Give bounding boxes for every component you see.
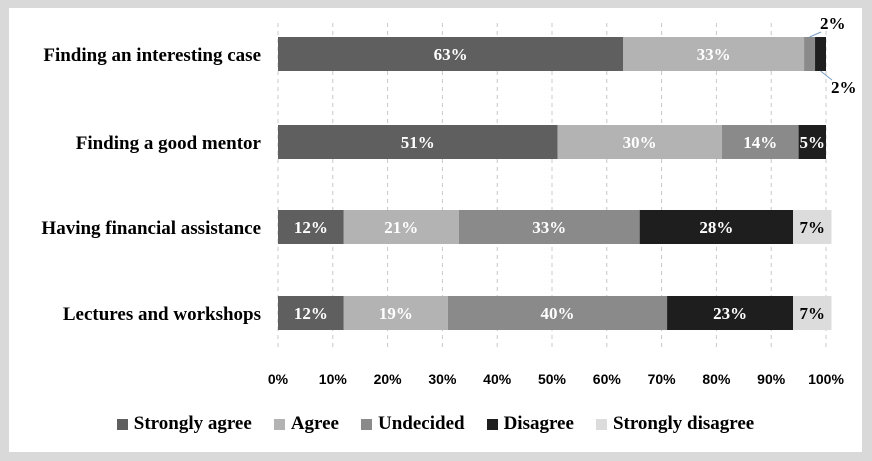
legend-swatch [595,418,607,430]
legend-label: Strongly disagree [612,413,755,434]
data-label: 12% [294,218,328,237]
x-tick-label: 50% [538,371,567,387]
legend-item: Strongly agree [116,413,252,435]
data-label: 51% [401,133,435,152]
x-tick-label: 70% [648,371,677,387]
x-tick-label: 20% [374,371,403,387]
data-label: 2% [820,14,846,33]
data-label: 30% [623,133,657,152]
bar-segment [278,210,344,244]
bar-segment [343,296,448,330]
legend-item: Agree [273,413,339,435]
x-tick-label: 40% [483,371,512,387]
bar-segment [815,37,826,71]
bar-segment [557,125,722,159]
data-label: 63% [434,45,468,64]
data-label: 7% [800,218,826,237]
data-label: 12% [294,304,328,323]
x-axis-ticks: 0% 10% 20% 30% 40% 50% 60% 70% 80% 90% 100% [268,371,845,387]
data-label: 14% [743,133,777,152]
bar-segment [447,296,668,330]
x-tick-label: 60% [593,371,622,387]
legend: Strongly agree Agree Undecided Disagree Stro… [9,413,862,435]
legend-item: Strongly disagree [595,413,755,435]
legend-label: Undecided [378,413,465,434]
data-label: 40% [540,304,574,323]
chart-frame: 63% 33% 2% 2% 51% 30% 14% 5% 12% 21% 33% 28% 7% 12% 19… [9,8,862,452]
x-tick-label: 10% [319,371,348,387]
category-label: Finding an interesting case [43,45,261,66]
legend-swatch [273,418,285,430]
legend-label: Disagree [503,413,574,434]
bar-segment [343,210,459,244]
data-label: 28% [699,218,733,237]
category-label: Having financial assistance [41,218,261,239]
legend-item: Disagree [486,413,574,435]
bar-segment [278,296,344,330]
category-labels: Finding an interesting case Finding a goo… [41,45,261,325]
data-label: 33% [697,45,731,64]
bar-segment [278,37,624,71]
legend-swatch [361,418,372,430]
data-label: 7% [800,304,826,323]
category-label: Lectures and workshops [63,304,261,325]
data-label: 19% [379,304,413,323]
stacked-bar-chart: 63% 33% 2% 2% 51% 30% 14% 5% 12% 21% 33% 28% 7% 12% 19… [41,14,857,387]
legend-swatch [486,418,498,430]
bar-segment [798,125,826,159]
bars [278,37,832,330]
data-labels: 63% 33% 2% 2% 51% 30% 14% 5% 12% 21% 33% 28% 7% 12% 19… [294,14,857,323]
bar-segment [804,37,816,71]
legend-item: Undecided [361,413,465,435]
category-label: Finding a good mentor [76,133,262,154]
legend-swatch [116,418,128,430]
bar-segment [793,210,832,244]
x-tick-label: 90% [757,371,786,387]
bar-segment [623,37,805,71]
x-tick-label: 30% [428,371,457,387]
bar-segment [458,210,640,244]
x-tick-label: 100% [808,371,844,387]
bar-segment [278,125,558,159]
bar-segment [667,296,794,330]
x-tick-label: 80% [702,371,731,387]
bar-segment [721,125,799,159]
leader-line [820,70,833,81]
data-label: 21% [384,218,418,237]
data-label: 33% [532,218,566,237]
leader-line [809,31,822,38]
data-label: 5% [800,133,826,152]
data-label: 2% [831,78,857,97]
bar-segment [793,296,832,330]
legend-label: Strongly agree [133,413,252,434]
x-tick-label: 0% [268,371,289,387]
data-label: 23% [713,304,747,323]
legend-label: Agree [290,413,339,434]
bar-segment [639,210,794,244]
